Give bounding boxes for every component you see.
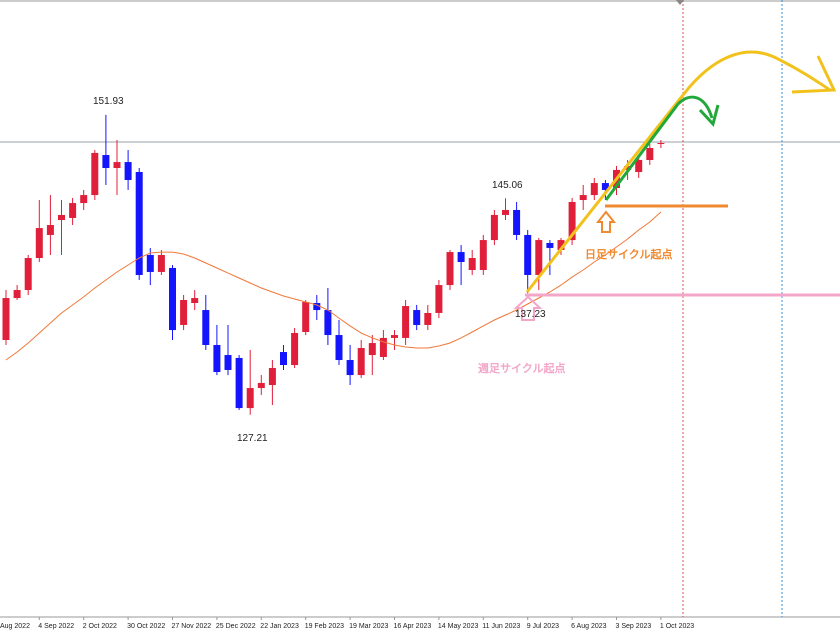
candle-body	[313, 303, 321, 311]
x-tick-label: 19 Mar 2023	[349, 623, 388, 630]
candle-body	[280, 352, 287, 365]
candle-body	[635, 159, 643, 173]
candle-body	[157, 254, 165, 272]
x-tick-label: 16 Apr 2023	[394, 623, 432, 630]
x-tick-label: 4 Sep 2022	[38, 623, 74, 630]
candle-body	[502, 209, 509, 215]
forecast-arrow	[791, 55, 837, 94]
green-arrow	[698, 104, 720, 128]
candle-body	[246, 388, 254, 409]
x-tick-label: 6 Aug 2023	[571, 623, 607, 630]
candle-body	[368, 343, 376, 356]
candle-body	[291, 332, 299, 365]
x-tick-label: 27 Nov 2022	[172, 623, 212, 630]
candle-body	[13, 290, 21, 299]
x-tick-label: 19 Feb 2023	[305, 623, 344, 630]
candle-body	[402, 306, 410, 338]
candle-body	[646, 147, 654, 160]
high-label: 145.06	[492, 180, 523, 191]
candle-body	[202, 310, 210, 345]
candle-body	[335, 335, 343, 361]
candle-body	[590, 183, 598, 196]
candle-body	[490, 214, 498, 241]
candle-body	[513, 209, 521, 235]
low-label: 127.21	[237, 433, 268, 444]
candle-body	[324, 310, 332, 336]
green-curve	[676, 95, 714, 119]
candle-body	[413, 310, 421, 325]
x-tick-label: 1 Oct 2023	[660, 623, 694, 630]
candle-body	[24, 258, 32, 291]
x-tick-label: Aug 2022	[0, 623, 30, 630]
candle-body	[457, 252, 465, 263]
candle-body	[80, 195, 88, 204]
candle-body	[446, 252, 454, 286]
forecast-curve	[681, 50, 831, 96]
candle-body	[180, 299, 188, 325]
candle-body	[479, 240, 487, 271]
candle-body	[346, 360, 354, 376]
candle-body	[357, 348, 365, 376]
candle-body	[257, 382, 265, 389]
candle-body	[135, 172, 143, 275]
candle-body	[169, 267, 176, 331]
candle-body	[579, 195, 587, 201]
x-tick-label: 9 Jul 2023	[527, 623, 559, 630]
candles	[2, 114, 665, 415]
candle-body	[191, 298, 199, 304]
candle-body	[391, 335, 398, 338]
x-tick-label: 22 Jan 2023	[260, 623, 299, 630]
candle-body	[113, 162, 121, 169]
period-marker	[676, 0, 684, 5]
candle-body	[557, 240, 565, 251]
candle-body	[224, 355, 232, 370]
weekly-arrow	[513, 295, 543, 321]
candle-body	[102, 155, 110, 169]
weekly-note: 週足サイクル起点	[478, 361, 565, 375]
x-tick-label: 2 Oct 2022	[83, 623, 117, 630]
candle-body	[601, 183, 609, 190]
candle-body	[302, 302, 310, 333]
candle-body	[568, 201, 576, 241]
candle-body	[424, 312, 432, 325]
short-trend	[604, 103, 680, 201]
candle-body	[657, 143, 665, 145]
candle-body	[146, 254, 154, 272]
candle-body	[58, 214, 65, 221]
x-tick-label: 14 May 2023	[438, 623, 479, 630]
moving-average	[5, 211, 662, 361]
daily-arrow	[595, 210, 617, 233]
x-tick-label: 30 Oct 2022	[127, 623, 165, 630]
candle-body	[69, 203, 77, 218]
candle-body	[124, 162, 132, 181]
candle-body	[524, 234, 532, 275]
x-tick-label: 3 Sep 2023	[616, 623, 652, 630]
candle-body	[468, 258, 476, 271]
candle-body	[46, 225, 54, 235]
candle-body	[213, 344, 221, 373]
x-tick-label: 11 Jun 2023	[482, 623, 520, 630]
candle-body	[546, 242, 554, 248]
candle-body	[35, 228, 43, 259]
candle-body	[235, 357, 243, 409]
candle-body	[268, 368, 276, 386]
high-label: 151.93	[93, 96, 124, 107]
x-tick-label: 25 Dec 2022	[216, 623, 256, 630]
low-label: 137.23	[515, 309, 546, 320]
candle-body	[624, 166, 632, 170]
trend-line	[525, 94, 685, 293]
candle-body	[435, 285, 443, 313]
candle-body	[379, 337, 387, 357]
candle-body	[535, 240, 543, 275]
daily-note: 日足サイクル起点	[585, 247, 672, 261]
candle-body	[2, 298, 10, 341]
candle-body	[91, 152, 99, 196]
